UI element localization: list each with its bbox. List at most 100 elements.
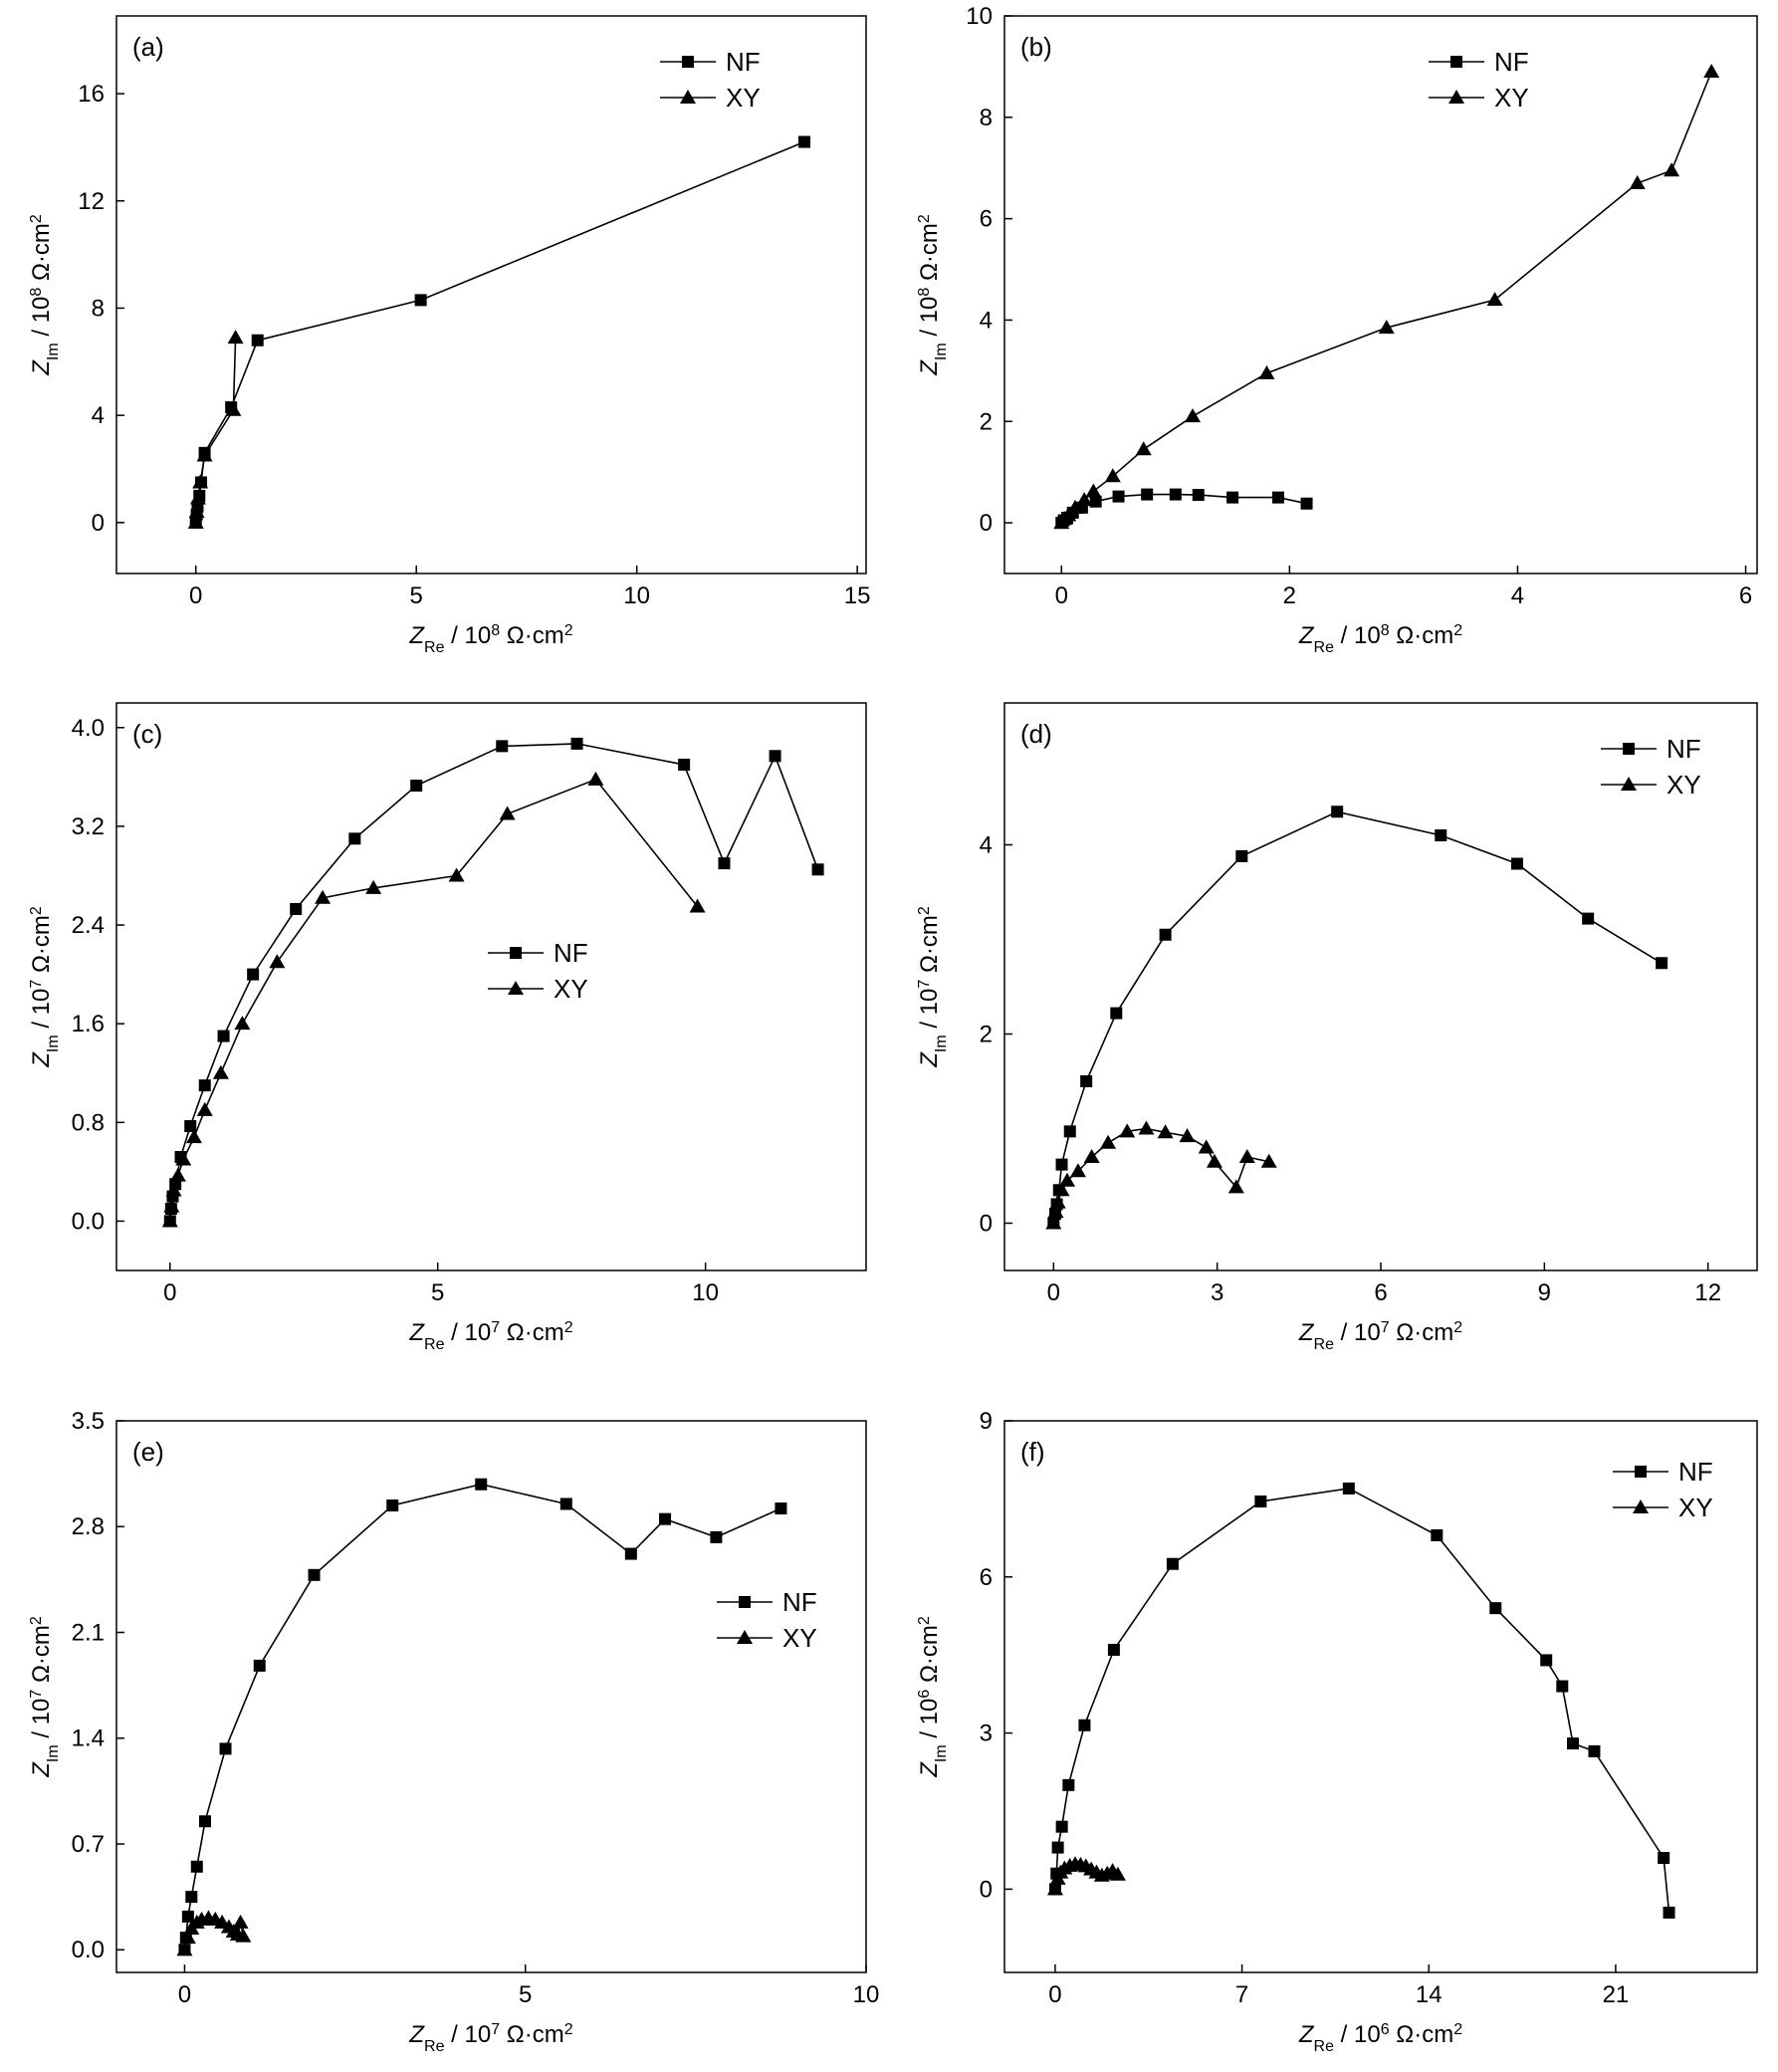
y-tick-label: 6 [980,1564,993,1591]
data-point [1046,1881,1063,1896]
axis-label-part: 7 [491,2021,500,2038]
data-point [253,1659,266,1672]
x-tick-label: 12 [1694,1279,1721,1306]
x-axis-label: ZRe / 108 Ω·cm2 [1298,622,1462,656]
axis-label-part: Z [916,1761,943,1778]
axis-label-part: 7 [916,980,933,989]
axis-label-part: Z [408,1319,425,1346]
axis-label-part: 2 [1453,1319,1462,1336]
x-tick-label: 5 [519,1981,532,2008]
data-point [1062,1778,1075,1791]
axis-label-part: Re [1314,1336,1335,1353]
legend-marker [680,90,696,104]
data-point [1080,1075,1093,1087]
y-tick-label: 2 [980,408,993,435]
data-point [1300,497,1313,510]
data-point [176,1942,193,1957]
data-point [232,1914,249,1929]
data-point [234,1016,251,1031]
data-point [196,447,213,462]
y-axis-label: ZIm / 108 Ω·cm2 [916,214,950,376]
data-point [179,1930,196,1945]
data-point [1059,1172,1075,1187]
axis-label-part: 7 [28,980,45,989]
y-tick-label: 0.0 [72,1937,105,1963]
axis-label-part: 6 [916,1690,933,1699]
axis-label-part: Z [408,2021,425,2048]
plot-frame [115,15,867,575]
axis-label-part: 2 [564,1319,573,1336]
data-point [1227,1179,1244,1194]
axis-label-part: Im [933,343,950,360]
data-point [1254,1496,1267,1508]
data-point [587,771,604,786]
legend-label: XY [1678,1493,1713,1522]
data-point [184,1120,197,1133]
x-tick-label: 0 [1047,1279,1060,1306]
x-tick-label: 9 [1538,1279,1551,1306]
series-line [1052,1127,1269,1224]
axis-label-part: Re [424,1336,445,1353]
data-point [1138,1120,1155,1135]
axis-label-part: Re [1314,639,1335,656]
data-point [365,879,382,894]
x-tick-label: 0 [178,1981,191,2008]
axis-label-part: Ω·cm [1390,622,1454,649]
data-point [1047,1204,1064,1219]
data-point [410,780,423,793]
series-line [194,140,805,523]
x-tick-label: 3 [1211,1279,1223,1306]
y-tick-label: 4 [980,832,993,859]
data-point [414,294,427,307]
series-xy [161,771,706,1228]
data-point [1060,507,1077,522]
data-point [797,135,810,148]
y-tick-label: 1.4 [72,1726,105,1752]
x-tick-label: 0 [163,1279,176,1306]
axis-label-part: Im [933,1035,950,1052]
axis-label-part: Ω·cm [28,1625,55,1690]
data-point [1083,1149,1100,1163]
data-point [1119,1123,1136,1138]
data-point [251,334,264,346]
series-line [169,778,699,1222]
x-tick-label: 14 [1416,1981,1443,2008]
data-point [1045,1215,1062,1230]
axis-label-part: 7 [1381,1319,1390,1336]
data-point [1063,1125,1076,1138]
data-point [1104,468,1121,483]
data-point [227,330,244,345]
x-tick-label: 10 [692,1279,719,1306]
data-point [1051,1841,1064,1854]
data-point [198,1815,211,1828]
data-point [225,401,242,416]
axis-label-part: Im [45,1744,62,1762]
axis-label-part: Re [1314,2038,1335,2055]
axis-label-part: Z [28,1761,55,1778]
data-point [678,758,691,771]
data-point [269,954,286,969]
data-point [1663,1906,1675,1919]
plot-frame [1003,1420,1758,1973]
axis-label-part: Ω·cm [916,223,943,288]
axis-label-part: Z [916,1051,943,1068]
y-axis-label: ZIm / 106 Ω·cm2 [916,1616,950,1778]
axis-label-part: 2 [28,906,45,915]
series-xy [1046,1856,1126,1896]
data-point [1567,1737,1580,1750]
x-tick-label: 15 [844,582,871,609]
y-tick-label: 0 [980,1211,993,1238]
legend-label: NF [726,47,761,77]
series-nf [163,737,824,1228]
series-xy [187,330,244,529]
data-point [290,902,303,915]
axis-label-part: 8 [491,622,500,639]
data-point [1089,495,1102,508]
data-point [1235,849,1248,862]
